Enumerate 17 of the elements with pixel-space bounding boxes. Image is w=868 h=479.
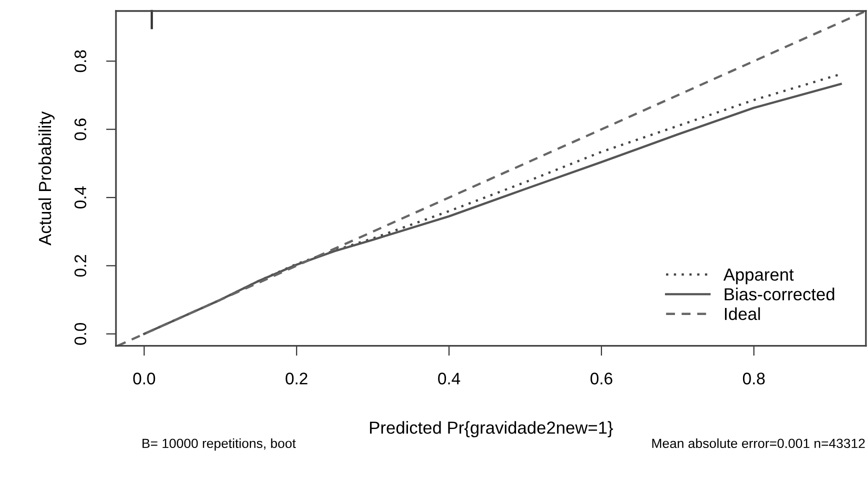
x-tick-label: 0.4 [438,372,460,384]
y-tick-label: 0.8 [74,50,86,72]
x-tick-label: 0.8 [742,372,765,384]
text: B= 10000 repetitions, boot [142,438,296,451]
y-tick-label: 0.4 [74,186,86,208]
y-tick-label: 0.2 [74,254,86,277]
text: Mean absolute error=0.001 n=43312 [652,438,865,448]
legend-label: Bias-corrected [724,288,834,300]
x-tick-label: 0.2 [286,372,308,384]
legend-label: Ideal [724,307,760,320]
x-tick-label: 0.0 [133,372,156,384]
y-axis-title: Actual Probability [38,111,55,246]
y-tick-label: 0.0 [74,322,86,345]
legend-label: Apparent [723,268,794,284]
x-axis-title: Predicted Pr{gravidade2new=1} [370,421,613,438]
x-tick-label: 0.6 [590,372,612,384]
y-tick-label: 0.6 [74,118,86,140]
